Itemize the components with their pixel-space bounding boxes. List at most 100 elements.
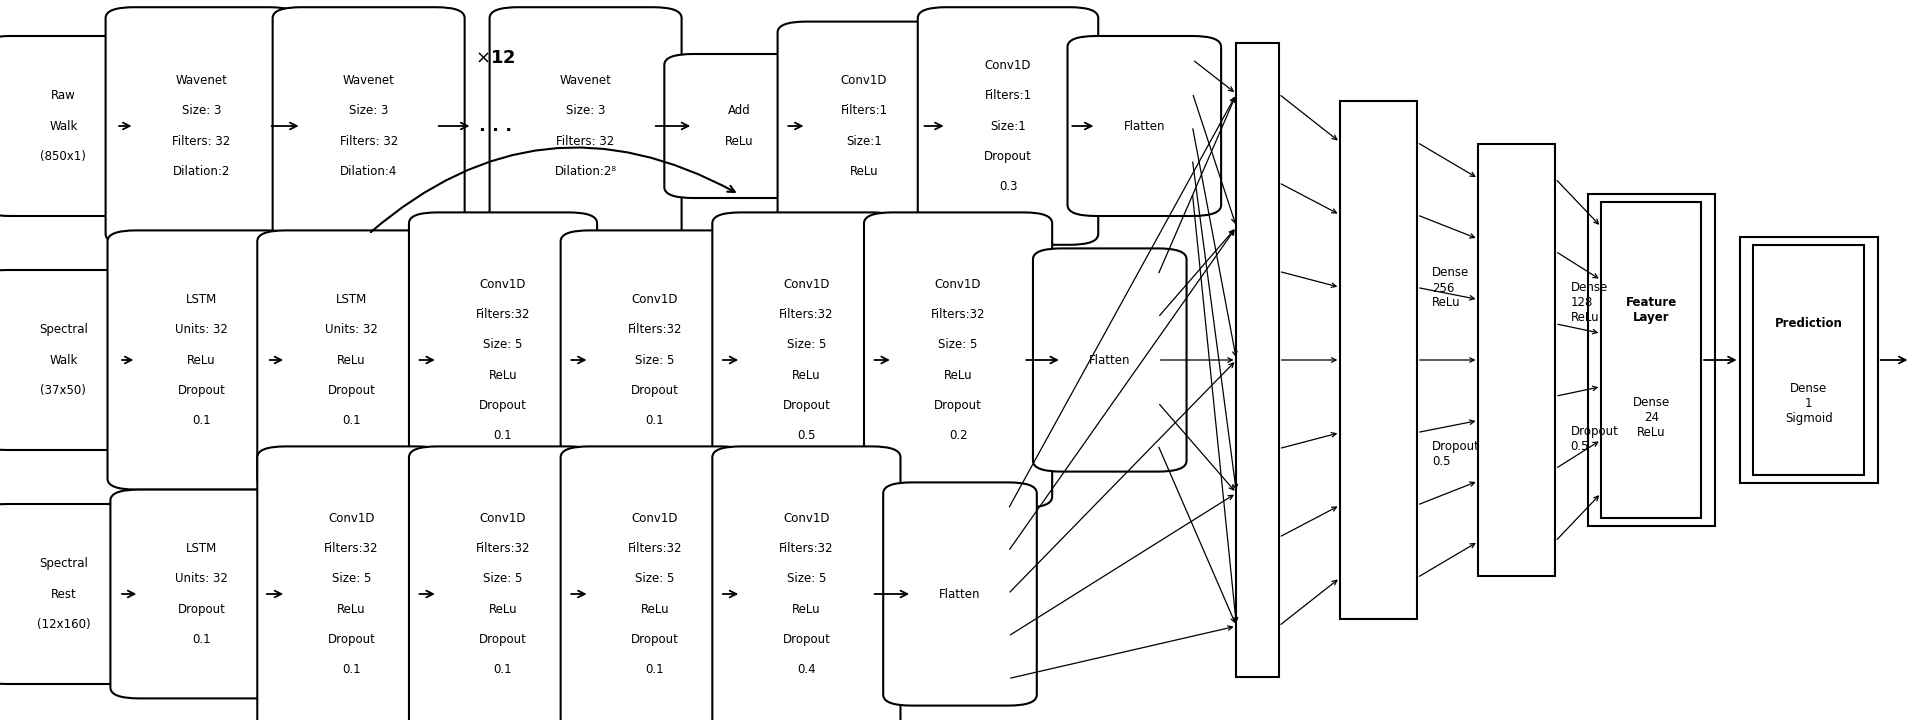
Text: 0.4: 0.4 <box>797 663 816 676</box>
Text: Walk: Walk <box>50 120 77 132</box>
Text: Flatten: Flatten <box>1089 354 1131 366</box>
FancyBboxPatch shape <box>864 212 1052 508</box>
Text: Size: 5: Size: 5 <box>484 572 522 585</box>
Text: 0.1: 0.1 <box>493 429 513 442</box>
Text: Conv1D: Conv1D <box>480 278 526 291</box>
Text: Dropout: Dropout <box>480 399 526 412</box>
Text: Size:1: Size:1 <box>847 135 881 148</box>
Text: Size: 3: Size: 3 <box>566 104 605 117</box>
Text: 0.1: 0.1 <box>645 663 664 676</box>
Text: Filters:32: Filters:32 <box>476 308 530 321</box>
FancyBboxPatch shape <box>561 230 749 490</box>
Text: Size: 5: Size: 5 <box>636 354 674 366</box>
Text: Units: 32: Units: 32 <box>324 323 378 336</box>
Text: 0.1: 0.1 <box>192 633 211 646</box>
Text: Filters: 32: Filters: 32 <box>557 135 614 148</box>
FancyBboxPatch shape <box>0 504 148 684</box>
FancyBboxPatch shape <box>409 212 597 508</box>
Text: Dense
256
ReLu: Dense 256 ReLu <box>1432 266 1469 310</box>
Text: Dropout: Dropout <box>632 384 678 397</box>
Bar <box>1588 194 1715 526</box>
Text: Dropout: Dropout <box>783 399 829 412</box>
FancyBboxPatch shape <box>273 7 465 245</box>
Text: Dropout: Dropout <box>632 633 678 646</box>
FancyBboxPatch shape <box>1068 36 1221 216</box>
Text: (12x160): (12x160) <box>36 618 90 631</box>
Text: Size:1: Size:1 <box>991 120 1025 132</box>
FancyBboxPatch shape <box>0 270 148 450</box>
Text: Dense
1
Sigmoid: Dense 1 Sigmoid <box>1786 382 1832 425</box>
FancyBboxPatch shape <box>664 54 814 198</box>
Text: Filters:32: Filters:32 <box>628 542 682 555</box>
Text: Dropout: Dropout <box>328 384 374 397</box>
Bar <box>1740 238 1878 483</box>
Text: Size: 5: Size: 5 <box>484 338 522 351</box>
Text: Size: 5: Size: 5 <box>636 572 674 585</box>
Text: Size: 5: Size: 5 <box>332 572 371 585</box>
Text: ReLu: ReLu <box>641 603 668 616</box>
Text: ReLu: ReLu <box>793 603 820 616</box>
Text: Dropout: Dropout <box>179 384 225 397</box>
Text: Dropout: Dropout <box>480 633 526 646</box>
Text: 0.3: 0.3 <box>998 180 1018 193</box>
Text: Filters:32: Filters:32 <box>476 542 530 555</box>
Text: ReLu: ReLu <box>793 369 820 382</box>
FancyBboxPatch shape <box>712 212 900 508</box>
Text: Units: 32: Units: 32 <box>175 572 228 585</box>
Text: ReLu: ReLu <box>338 603 365 616</box>
Text: 0.1: 0.1 <box>645 414 664 427</box>
Text: Dropout: Dropout <box>935 399 981 412</box>
Text: 0.1: 0.1 <box>192 414 211 427</box>
Text: 0.1: 0.1 <box>493 663 513 676</box>
FancyBboxPatch shape <box>778 22 950 230</box>
FancyBboxPatch shape <box>257 446 445 720</box>
Text: Filters:1: Filters:1 <box>985 89 1031 102</box>
Text: LSTM: LSTM <box>186 293 217 306</box>
FancyBboxPatch shape <box>409 446 597 720</box>
Text: Dense
128
ReLu: Dense 128 ReLu <box>1571 281 1607 324</box>
Text: LSTM: LSTM <box>186 542 217 555</box>
Text: Filters: 32: Filters: 32 <box>340 135 397 148</box>
Text: Flatten: Flatten <box>1123 120 1165 132</box>
Text: Dropout
0.5: Dropout 0.5 <box>1571 426 1619 453</box>
Text: Size: 5: Size: 5 <box>787 338 826 351</box>
FancyBboxPatch shape <box>257 230 445 490</box>
FancyBboxPatch shape <box>108 230 296 490</box>
Text: Dropout
0.5: Dropout 0.5 <box>1432 440 1480 467</box>
Text: . . .: . . . <box>478 117 513 135</box>
Text: ReLu: ReLu <box>726 135 753 148</box>
Text: Conv1D: Conv1D <box>480 512 526 525</box>
Text: Dropout: Dropout <box>985 150 1031 163</box>
Text: Feature
Layer: Feature Layer <box>1626 296 1676 323</box>
Text: (850x1): (850x1) <box>40 150 86 163</box>
Text: Size: 5: Size: 5 <box>939 338 977 351</box>
Text: 0.5: 0.5 <box>797 429 816 442</box>
Text: Walk: Walk <box>50 354 77 366</box>
Text: Prediction: Prediction <box>1774 318 1843 330</box>
Text: LSTM: LSTM <box>336 293 367 306</box>
Text: Rest: Rest <box>50 588 77 600</box>
FancyBboxPatch shape <box>1033 248 1187 472</box>
Text: Filters: 32: Filters: 32 <box>173 135 230 148</box>
Text: $\times$12: $\times$12 <box>474 49 516 67</box>
Text: ReLu: ReLu <box>188 354 215 366</box>
Text: Dropout: Dropout <box>179 603 225 616</box>
Text: 0.1: 0.1 <box>342 414 361 427</box>
Text: Dilation:2: Dilation:2 <box>173 165 230 178</box>
FancyBboxPatch shape <box>712 446 900 720</box>
Text: Conv1D: Conv1D <box>632 293 678 306</box>
Text: Add: Add <box>728 104 751 117</box>
Text: Conv1D: Conv1D <box>841 74 887 87</box>
Text: ReLu: ReLu <box>851 165 877 178</box>
Text: 0.2: 0.2 <box>948 429 968 442</box>
Text: Dropout: Dropout <box>783 633 829 646</box>
Text: Filters:32: Filters:32 <box>780 308 833 321</box>
Bar <box>1236 43 1279 677</box>
Text: Filters:32: Filters:32 <box>780 542 833 555</box>
FancyBboxPatch shape <box>0 36 146 216</box>
Text: Dilation:4: Dilation:4 <box>340 165 397 178</box>
Text: Size: 5: Size: 5 <box>787 572 826 585</box>
Text: Filters:32: Filters:32 <box>628 323 682 336</box>
Text: ReLu: ReLu <box>490 369 516 382</box>
Text: Wavenet: Wavenet <box>342 74 396 87</box>
